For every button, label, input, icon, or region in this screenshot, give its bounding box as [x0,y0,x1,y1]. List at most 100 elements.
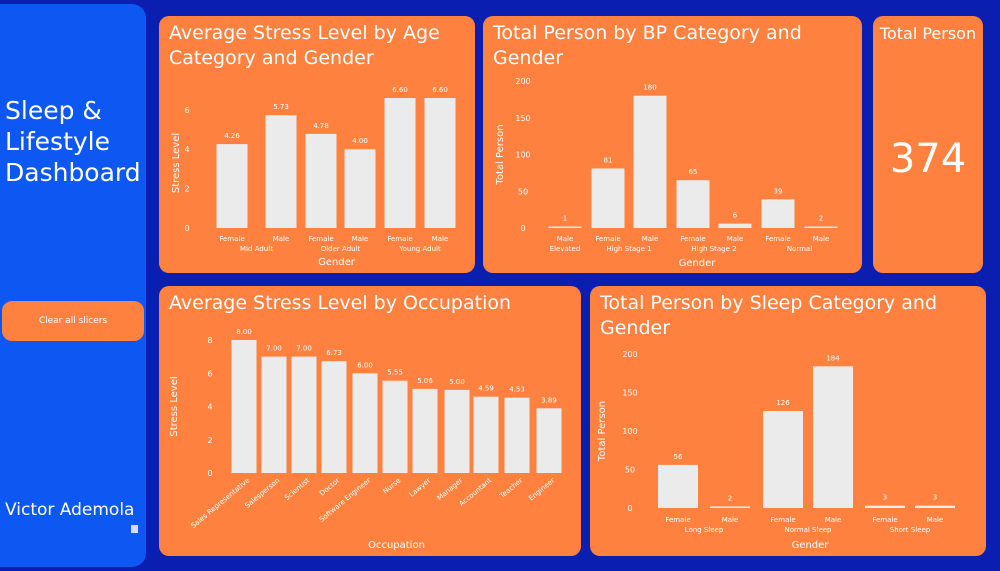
x-tick-label: Male [273,235,290,243]
x-group-label: High Stage 1 [606,245,651,253]
x-tick-label: Female [387,235,412,243]
chart-bar [231,340,257,473]
x-tick-label: Male [432,235,449,243]
data-label: 1 [563,215,567,223]
x-tick-label: Male [642,235,659,243]
y-tick-label: 100 [515,151,530,160]
data-label: 2 [819,215,823,223]
x-tick-label: Female [872,516,897,524]
y-tick-label: 150 [515,114,530,123]
data-label: 3.89 [541,396,557,404]
data-label: 5.00 [449,378,465,386]
y-axis-label: Total Person [495,124,506,185]
x-tick-label: Male [352,235,369,243]
chart-bar [504,397,530,473]
occupation-chart-card[interactable]: Average Stress Level by Occupation 0 2 4 6 8… [159,286,581,556]
x-tick-label: Female [219,235,244,243]
data-label: 65 [689,168,698,176]
x-group-label: Older Adult [321,245,361,253]
data-label: 6.73 [326,349,342,357]
x-tick-label: Female [765,235,790,243]
data-label: 6.60 [392,86,408,94]
y-tick-label: 4 [207,403,212,412]
chart-bar [412,388,438,473]
x-axis-label: Occupation [368,540,425,551]
x-tick-label: Female [595,235,620,243]
data-label: 5.55 [387,369,403,377]
chart-bar [591,168,625,228]
age-chart-card[interactable]: Average Stress Level by Age Category and… [159,16,475,273]
data-label: 7.00 [296,345,312,353]
x-group-label: Normal [787,245,812,253]
y-tick-label: 0 [520,224,525,233]
chart-bar [321,361,347,473]
data-label: 4.53 [509,386,525,394]
x-tick-label: Female [308,235,333,243]
y-tick-label: 150 [622,389,637,398]
y-tick-label: 4 [184,145,189,154]
author-name: Victor Ademola [5,500,135,520]
x-tick-label: Male [825,516,842,524]
data-label: 4.26 [224,132,240,140]
data-label: 8.00 [236,328,252,336]
y-tick-label: 0 [627,504,632,513]
age-chart-svg: 0 2 4 6 Stress Level 4.26 Female 5.73 Male 4.78 Fe… [171,86,456,268]
data-label: 4.78 [313,122,329,130]
x-group-label: Elevated [550,245,581,253]
data-label: 4.59 [478,385,494,393]
chart-bar [216,144,248,228]
author-marker-icon [131,525,138,533]
y-tick-label: 0 [207,469,212,478]
y-tick-label: 50 [518,187,528,196]
x-tick-label: Accountant [458,476,494,508]
y-tick-label: 6 [184,106,189,115]
dashboard-title-line: Dashboard [5,158,141,187]
x-tick-label: Lawyer [408,476,433,498]
x-group-label: High Stage 2 [691,245,736,253]
dashboard-title-line: Sleep & [5,96,102,125]
y-tick-label: 6 [207,369,212,378]
sleep-chart-card[interactable]: Total Person by Sleep Category and Gende… [590,286,986,556]
data-label: 5.73 [273,103,289,111]
data-label: 6.60 [432,86,448,94]
chart-bar [536,408,562,473]
y-tick-label: 2 [184,185,189,194]
x-tick-label: Female [680,235,705,243]
y-tick-label: 100 [622,427,637,436]
chart-bar [710,506,750,508]
total-person-title: Total Person [879,24,977,43]
age-chart-title: Average Stress Level by Age Category and… [169,22,440,69]
chart-bar [384,98,416,228]
data-label: 7.00 [266,345,282,353]
chart-bar [352,373,378,473]
chart-bar [676,180,710,228]
x-tick-label: Male [727,235,744,243]
data-label: 3 [933,494,937,502]
chart-bar [305,133,337,228]
chart-bar [865,505,905,508]
y-tick-label: 0 [184,224,189,233]
dashboard-title-line: Lifestyle [5,127,111,156]
bp-chart-card[interactable]: Total Person by BP Category and Gender 0… [483,16,862,273]
clear-slicers-button[interactable]: Clear all slicers [2,301,144,341]
x-tick-label: Male [927,516,944,524]
chart-bar [718,223,752,228]
x-axis-label: Gender [679,258,717,269]
total-person-value: 374 [889,136,967,182]
x-tick-label: Sales Representative [190,476,252,530]
x-group-label: Short Sleep [890,526,931,534]
y-tick-label: 50 [625,466,635,475]
chart-bar [658,464,698,508]
sidebar: Sleep & Lifestyle Dashboard Clear all sl… [0,4,146,567]
data-label: 2 [728,494,732,502]
data-label: 6 [733,212,738,220]
x-tick-label: Scientist [283,476,311,502]
y-tick-label: 2 [207,436,212,445]
data-label: 81 [604,156,613,164]
chart-bar [813,366,853,508]
sleep-chart-svg: 0 50 100 150 200 Total Person 56 Female 2 Male 126… [597,350,955,551]
occupation-chart-title: Average Stress Level by Occupation [169,292,512,314]
x-tick-label: Engineer [527,476,556,502]
x-group-label: Normal Sleep [785,526,833,534]
x-tick-label: Male [722,516,739,524]
